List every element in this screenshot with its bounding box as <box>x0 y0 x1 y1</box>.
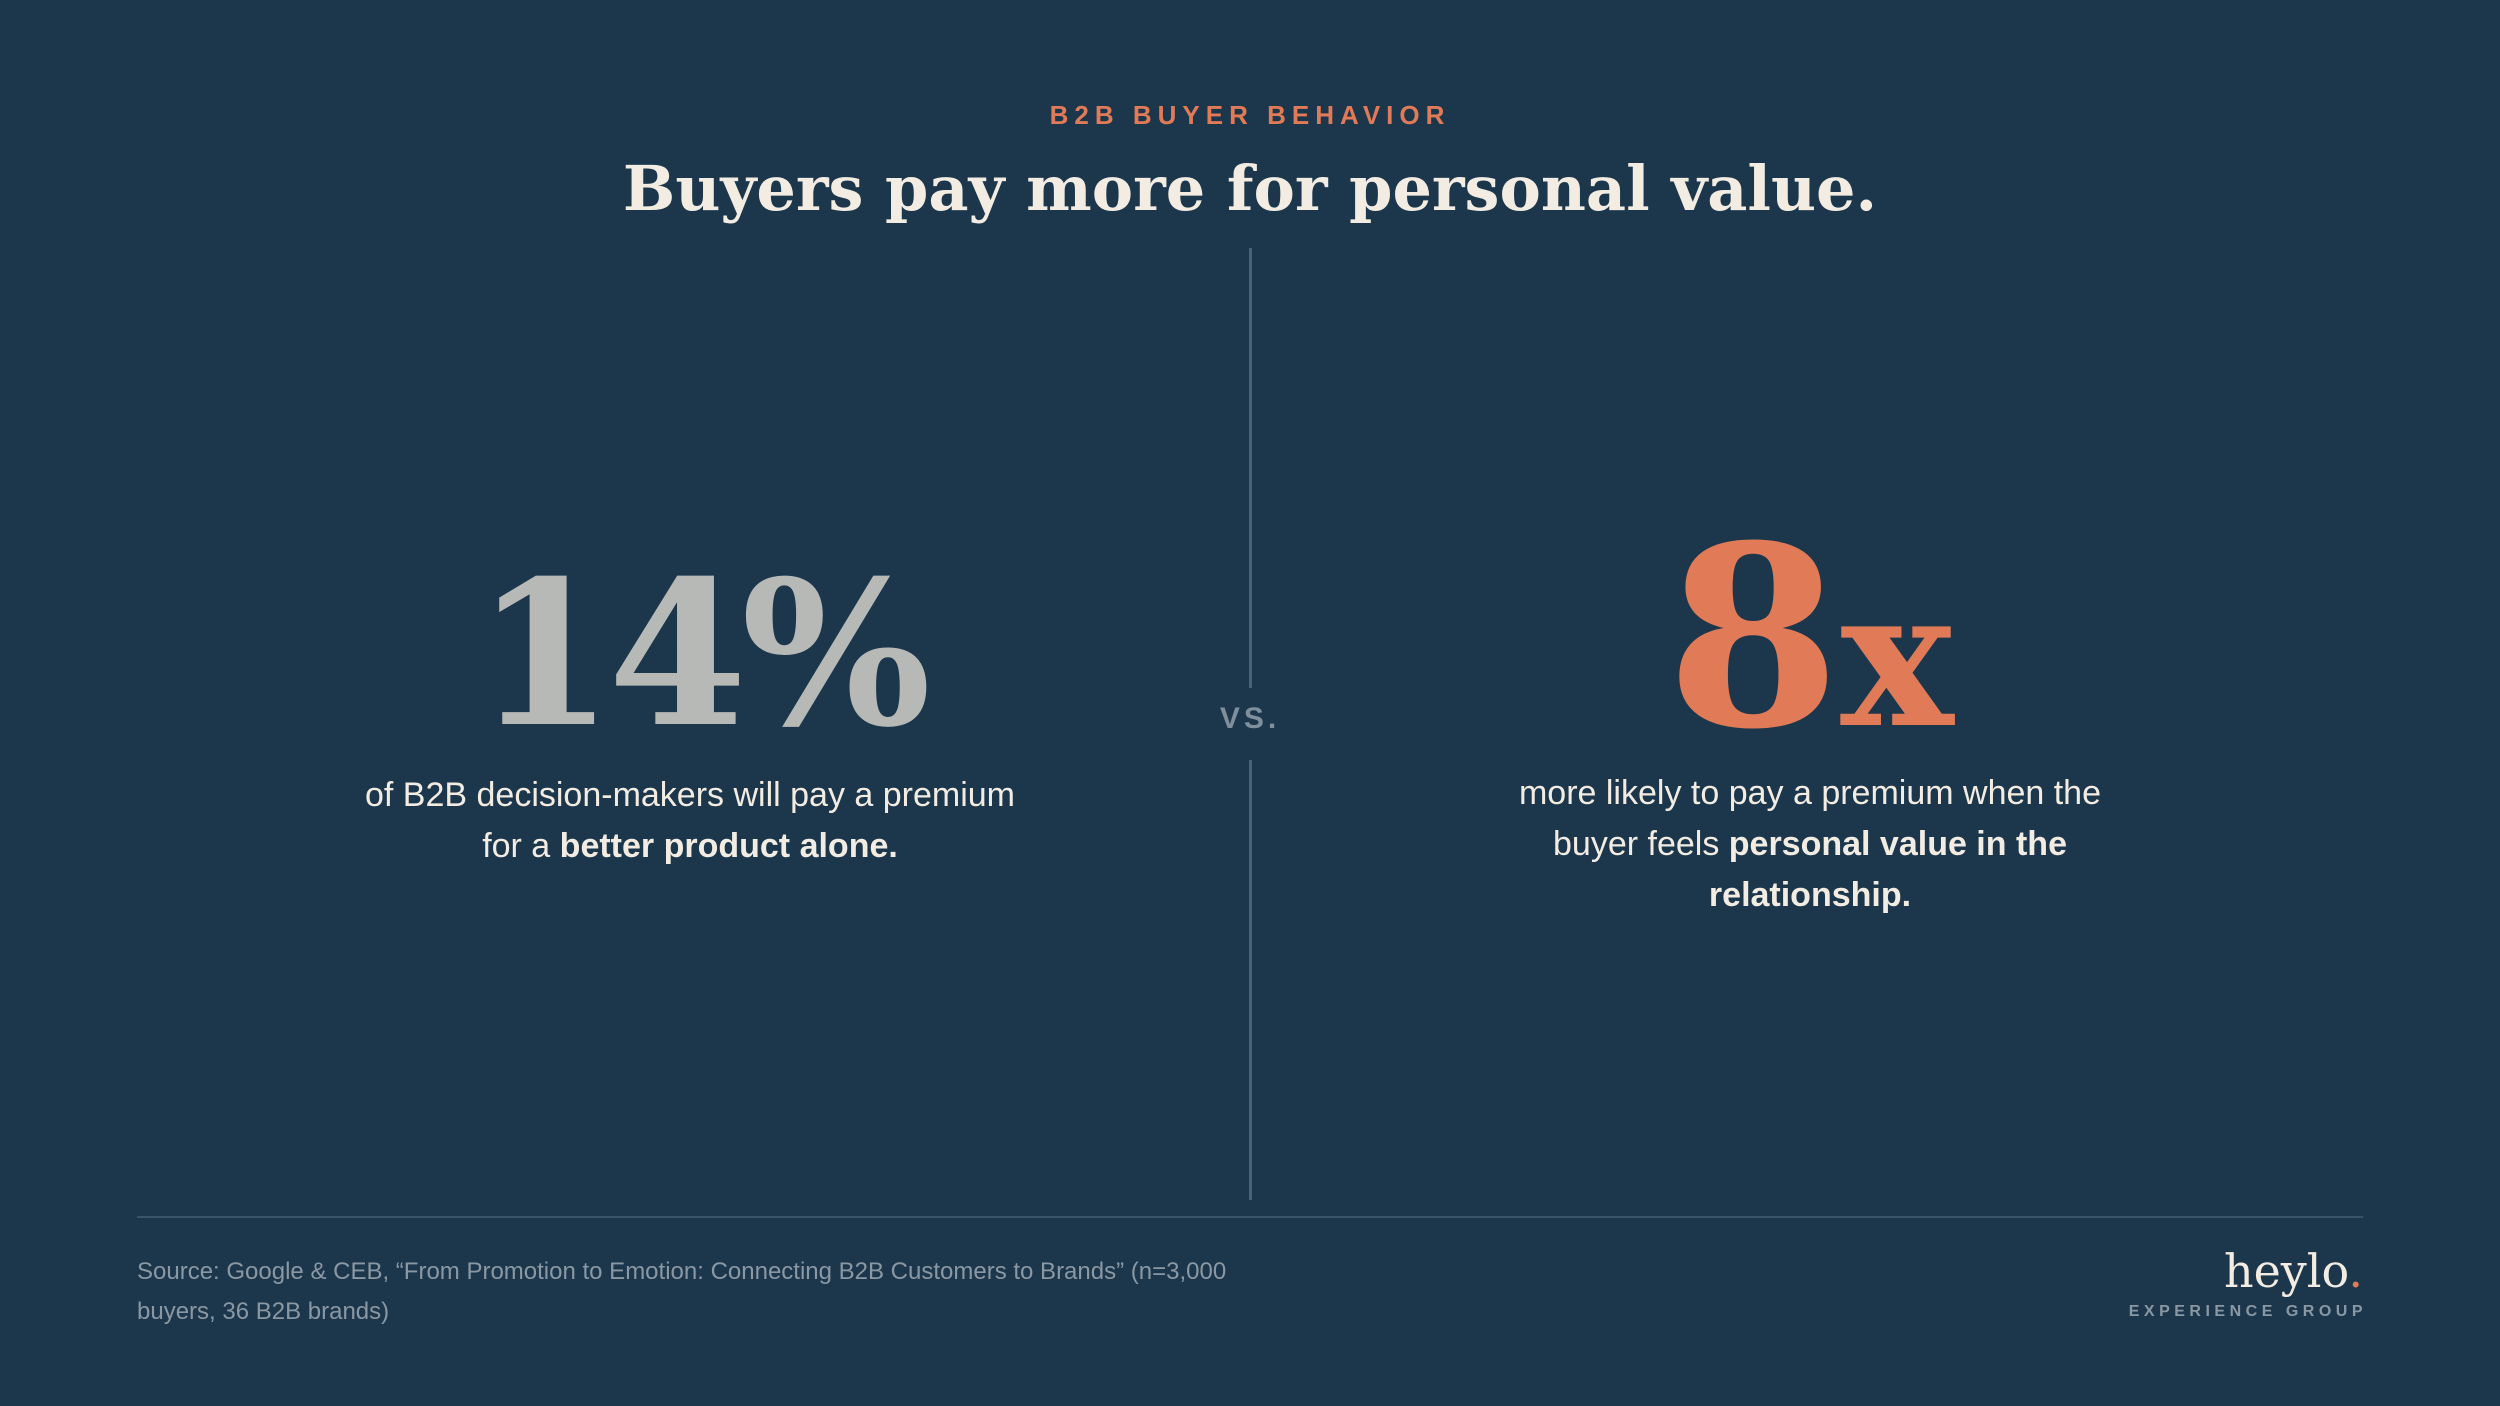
logo-dot: . <box>2348 1244 2363 1298</box>
right-desc-prefix: buyer feels <box>1553 825 1729 863</box>
vertical-divider-top <box>1249 248 1252 688</box>
left-desc-prefix: for a <box>482 827 560 865</box>
right-stat-suffix: x <box>1840 547 1954 770</box>
footer-rule <box>137 1216 2363 1218</box>
right-stat-number: 8 <box>1666 490 1841 784</box>
vertical-divider-bottom <box>1249 760 1252 1200</box>
right-desc-line-1: more likely to pay a premium when the <box>1518 774 2102 812</box>
left-desc-line-1: of B2B decision-makers will pay a premiu… <box>364 776 1016 814</box>
source-line-2: buyers, 36 B2B brands) <box>137 1298 390 1325</box>
right-desc-emphasis-2: relationship. <box>1708 876 1912 914</box>
right-stat-description: more likely to pay a premium when the bu… <box>1460 768 2160 921</box>
left-desc-line-2: for a better product alone. <box>330 821 1050 872</box>
source-line-1: Source: Google & CEB, “From Promotion to… <box>137 1258 1227 1285</box>
left-desc-emphasis: better product alone. <box>559 827 898 865</box>
right-desc-emphasis: personal value in the <box>1728 825 2067 863</box>
source-citation: Source: Google & CEB, “From Promotion to… <box>137 1252 1327 1332</box>
logo-subtitle: EXPERIENCE GROUP <box>2128 1302 2367 1320</box>
right-desc-line-3: relationship. <box>1460 870 2160 921</box>
logo-text: heylo <box>2223 1244 2349 1298</box>
left-stat-value: 14% <box>474 537 931 772</box>
slide-title: Buyers pay more for personal value. <box>622 152 1878 225</box>
brand-logo: heylo. EXPERIENCE GROUP <box>2129 1246 2363 1321</box>
right-desc-line-2: buyer feels personal value in the <box>1460 819 2160 870</box>
eyebrow-label: B2B BUYER BEHAVIOR <box>1049 100 1451 130</box>
right-stat-value: 8x <box>1400 512 2220 762</box>
logo-wordmark: heylo. <box>2129 1246 2363 1297</box>
vs-label: VS. <box>1219 702 1281 735</box>
left-stat-description: of B2B decision-makers will pay a premiu… <box>330 770 1050 872</box>
